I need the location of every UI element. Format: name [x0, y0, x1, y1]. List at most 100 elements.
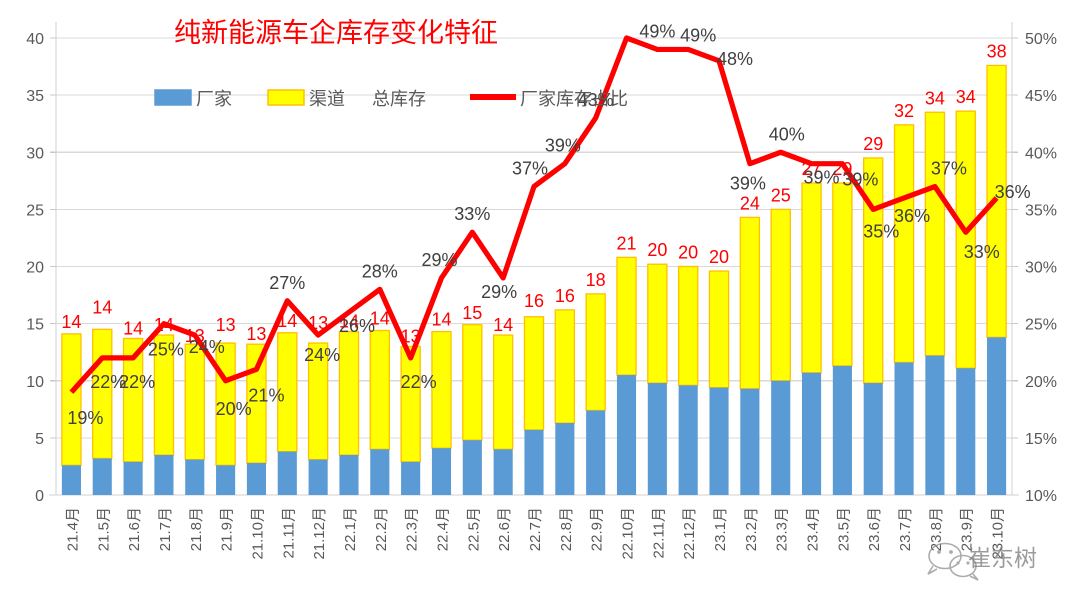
x-axis-label: 21.8月	[188, 507, 205, 551]
total-inventory-label: 14	[370, 308, 390, 328]
total-inventory-label: 18	[586, 270, 606, 290]
bar-segment-channel	[92, 328, 113, 460]
y-axis-right-tick: 40%	[1025, 145, 1057, 162]
x-axis-label: 21.4月	[64, 507, 81, 551]
total-inventory-label: 13	[308, 313, 328, 333]
share-percent-label: 49%	[680, 25, 716, 45]
y-axis-left-tick: 15	[26, 317, 44, 334]
bar-segment-channel	[801, 182, 822, 374]
bar-segment-channel	[585, 293, 606, 412]
bar-segment-channel	[924, 111, 946, 357]
share-percent-label: 40%	[769, 124, 805, 144]
bar-segment-channel	[523, 316, 545, 431]
share-percent-label: 33%	[964, 242, 1000, 262]
bar-segment-manufacturer	[524, 429, 544, 495]
bar-segment-manufacturer	[401, 461, 421, 495]
share-percent-label: 21%	[248, 385, 284, 405]
total-inventory-label: 14	[431, 310, 451, 330]
x-axis-label: 23.4月	[805, 507, 822, 551]
total-inventory-label: 38	[987, 41, 1007, 61]
ratio-line-group	[69, 35, 999, 394]
total-value-labels: 14 14 14 14 13 13 13 14 13 14 14 13 14 15 14 16 16 18 21 20…	[61, 41, 1006, 346]
y-axis-left-tick: 25	[26, 202, 44, 219]
share-percent-label: 22%	[90, 372, 126, 392]
x-axis-label: 22.2月	[373, 507, 390, 551]
total-inventory-label: 13	[185, 326, 205, 346]
legend-channel-swatch	[267, 89, 305, 106]
y-axis-right-tick: 25%	[1025, 317, 1057, 334]
x-axis-label: 23.6月	[866, 507, 883, 551]
bar-segment-channel	[554, 309, 576, 424]
total-inventory-label: 14	[123, 318, 143, 338]
share-percent-label: 29%	[421, 250, 457, 270]
bar-segment-manufacturer	[277, 451, 297, 495]
share-percent-label: 37%	[931, 159, 967, 179]
x-axis-label: 22.8月	[558, 507, 575, 551]
share-percent-label: 26%	[339, 316, 375, 336]
total-inventory-label: 13	[401, 326, 421, 346]
legend-manufacturer-label: 厂家	[196, 89, 232, 109]
y-axis-left-tick: 10	[26, 374, 44, 391]
bar-segment-channel	[832, 182, 853, 367]
share-percent-label: 25%	[148, 340, 184, 360]
x-axis-label: 22.5月	[465, 507, 482, 551]
total-inventory-label: 13	[216, 315, 236, 335]
x-axis-label: 22.7月	[527, 507, 544, 551]
x-axis-label: 22.12月	[681, 507, 698, 560]
share-percent-label: 37%	[512, 159, 548, 179]
bar-segment-channel	[863, 157, 884, 384]
share-percent-label: 22%	[119, 372, 155, 392]
y-axis-right-tick: 15%	[1025, 431, 1057, 448]
share-percent-label: 33%	[454, 204, 490, 224]
x-axis-label: 22.1月	[342, 507, 359, 551]
bar-segment-channel	[492, 334, 514, 450]
x-axis-category-labels: 21.4月 21.5月 21.6月 21.7月 21.8月 21.9月 21.10月 21.1…	[64, 507, 1006, 560]
x-axis-label: 23.7月	[897, 507, 914, 551]
x-axis-label: 21.5月	[95, 507, 112, 551]
y-axis-left-tick: 20	[26, 260, 44, 277]
x-axis-label: 21.10月	[250, 507, 267, 560]
x-axis-label: 22.6月	[496, 507, 513, 551]
bar-segment-channel	[153, 334, 175, 456]
share-percent-label: 39%	[842, 170, 878, 190]
total-inventory-label: 29	[832, 159, 852, 179]
total-inventory-label: 24	[740, 193, 760, 213]
bar-segment-channel	[739, 216, 761, 390]
total-inventory-label: 32	[894, 101, 914, 121]
bar-segment-channel	[770, 208, 791, 382]
total-inventory-label: 25	[771, 185, 791, 205]
y-axis-left-tick: 35	[26, 88, 44, 105]
bar-segment-channel	[369, 329, 391, 450]
x-axis-label: 21.9月	[219, 507, 236, 551]
total-inventory-label: 13	[246, 324, 266, 344]
total-inventory-label: 14	[92, 297, 112, 317]
total-inventory-label: 34	[956, 87, 976, 107]
y-axis-right-tick: 35%	[1025, 202, 1057, 219]
bar-segment-manufacturer	[123, 461, 143, 495]
y-axis-left-tick: 40	[26, 31, 44, 48]
bar-segment-channel	[61, 333, 82, 466]
y-axis-left-labels: 0 5 10 15 20 25 30 35 40	[26, 31, 44, 505]
manufacturer-share-line	[69, 35, 999, 394]
bar-segment-manufacturer	[832, 365, 852, 495]
share-percent-label: 39%	[730, 174, 766, 194]
share-percent-label: 27%	[269, 273, 305, 293]
y-axis-left-tick: 5	[35, 431, 44, 448]
total-inventory-label: 16	[524, 291, 544, 311]
total-inventory-label: 20	[647, 240, 667, 260]
share-percent-label: 22%	[401, 372, 437, 392]
share-percent-label: 49%	[639, 21, 675, 41]
bar-segment-channel	[677, 265, 699, 386]
bar-segment-channel	[462, 324, 483, 441]
bar-segment-manufacturer	[925, 355, 945, 495]
share-percent-label: 39%	[545, 136, 581, 156]
share-percent-label: 36%	[995, 182, 1031, 202]
share-percent-label: 43%	[578, 90, 614, 110]
bar-segment-manufacturer	[431, 448, 452, 495]
bar-segment-manufacturer	[370, 449, 390, 495]
bar-segment-manufacturer	[586, 410, 606, 495]
x-axis-label: 23.8月	[928, 507, 945, 551]
bar-segment-channel	[708, 270, 730, 389]
bar-segment-manufacturer	[678, 385, 698, 495]
y-axis-right-labels: 10% 15% 20% 25% 30% 35% 40% 45% 50%	[1025, 31, 1057, 505]
